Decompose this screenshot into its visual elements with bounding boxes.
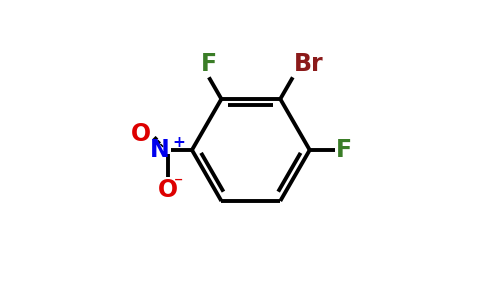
Text: ⁻: ⁻	[174, 175, 183, 193]
Text: Br: Br	[294, 52, 324, 76]
Text: F: F	[201, 52, 217, 76]
Text: O: O	[131, 122, 151, 146]
Text: F: F	[336, 138, 352, 162]
Text: N: N	[150, 138, 170, 162]
Text: O: O	[157, 178, 178, 202]
Text: +: +	[172, 134, 185, 149]
